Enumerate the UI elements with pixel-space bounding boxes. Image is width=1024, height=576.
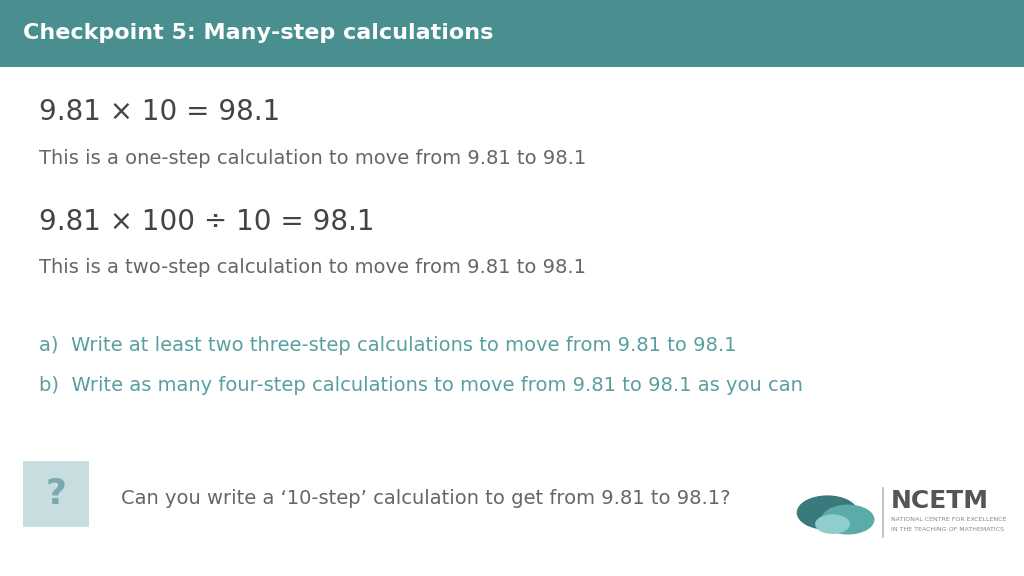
FancyBboxPatch shape	[0, 0, 1024, 67]
Text: NCETM: NCETM	[891, 489, 989, 513]
Circle shape	[815, 514, 850, 534]
Circle shape	[797, 495, 858, 530]
Text: 9.81 × 100 ÷ 10 = 98.1: 9.81 × 100 ÷ 10 = 98.1	[39, 208, 375, 236]
Text: a)  Write at least two three-step calculations to move from 9.81 to 98.1: a) Write at least two three-step calcula…	[39, 336, 736, 355]
Text: 9.81 × 10 = 98.1: 9.81 × 10 = 98.1	[39, 98, 281, 126]
Text: ?: ?	[45, 477, 67, 511]
Text: This is a one-step calculation to move from 9.81 to 98.1: This is a one-step calculation to move f…	[39, 149, 586, 168]
FancyBboxPatch shape	[23, 461, 89, 527]
Text: Checkpoint 5: Many-step calculations: Checkpoint 5: Many-step calculations	[23, 24, 493, 43]
Circle shape	[821, 505, 874, 535]
Text: NATIONAL CENTRE FOR EXCELLENCE: NATIONAL CENTRE FOR EXCELLENCE	[891, 517, 1007, 522]
Text: Can you write a ‘10-step’ calculation to get from 9.81 to 98.1?: Can you write a ‘10-step’ calculation to…	[121, 489, 730, 507]
Text: IN THE TEACHING OF MATHEMATICS: IN THE TEACHING OF MATHEMATICS	[891, 528, 1004, 532]
Text: b)  Write as many four-step calculations to move from 9.81 to 98.1 as you can: b) Write as many four-step calculations …	[39, 377, 803, 395]
Text: This is a two-step calculation to move from 9.81 to 98.1: This is a two-step calculation to move f…	[39, 259, 586, 277]
